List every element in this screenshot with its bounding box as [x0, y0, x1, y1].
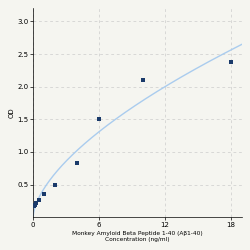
Point [32, 203, 36, 207]
Point [34, 201, 38, 205]
Point [53, 182, 57, 186]
Point [42, 192, 46, 196]
Y-axis label: OD: OD [8, 108, 14, 118]
Point [37, 198, 41, 202]
Point [141, 78, 145, 82]
X-axis label: Monkey Amyloid Beta Peptide 1-40 (Aβ1-40)
Concentration (ng/ml): Monkey Amyloid Beta Peptide 1-40 (Aβ1-40… [72, 231, 203, 242]
Point [32, 204, 36, 208]
Point [229, 60, 233, 64]
Point [97, 117, 101, 121]
Point [75, 161, 79, 165]
